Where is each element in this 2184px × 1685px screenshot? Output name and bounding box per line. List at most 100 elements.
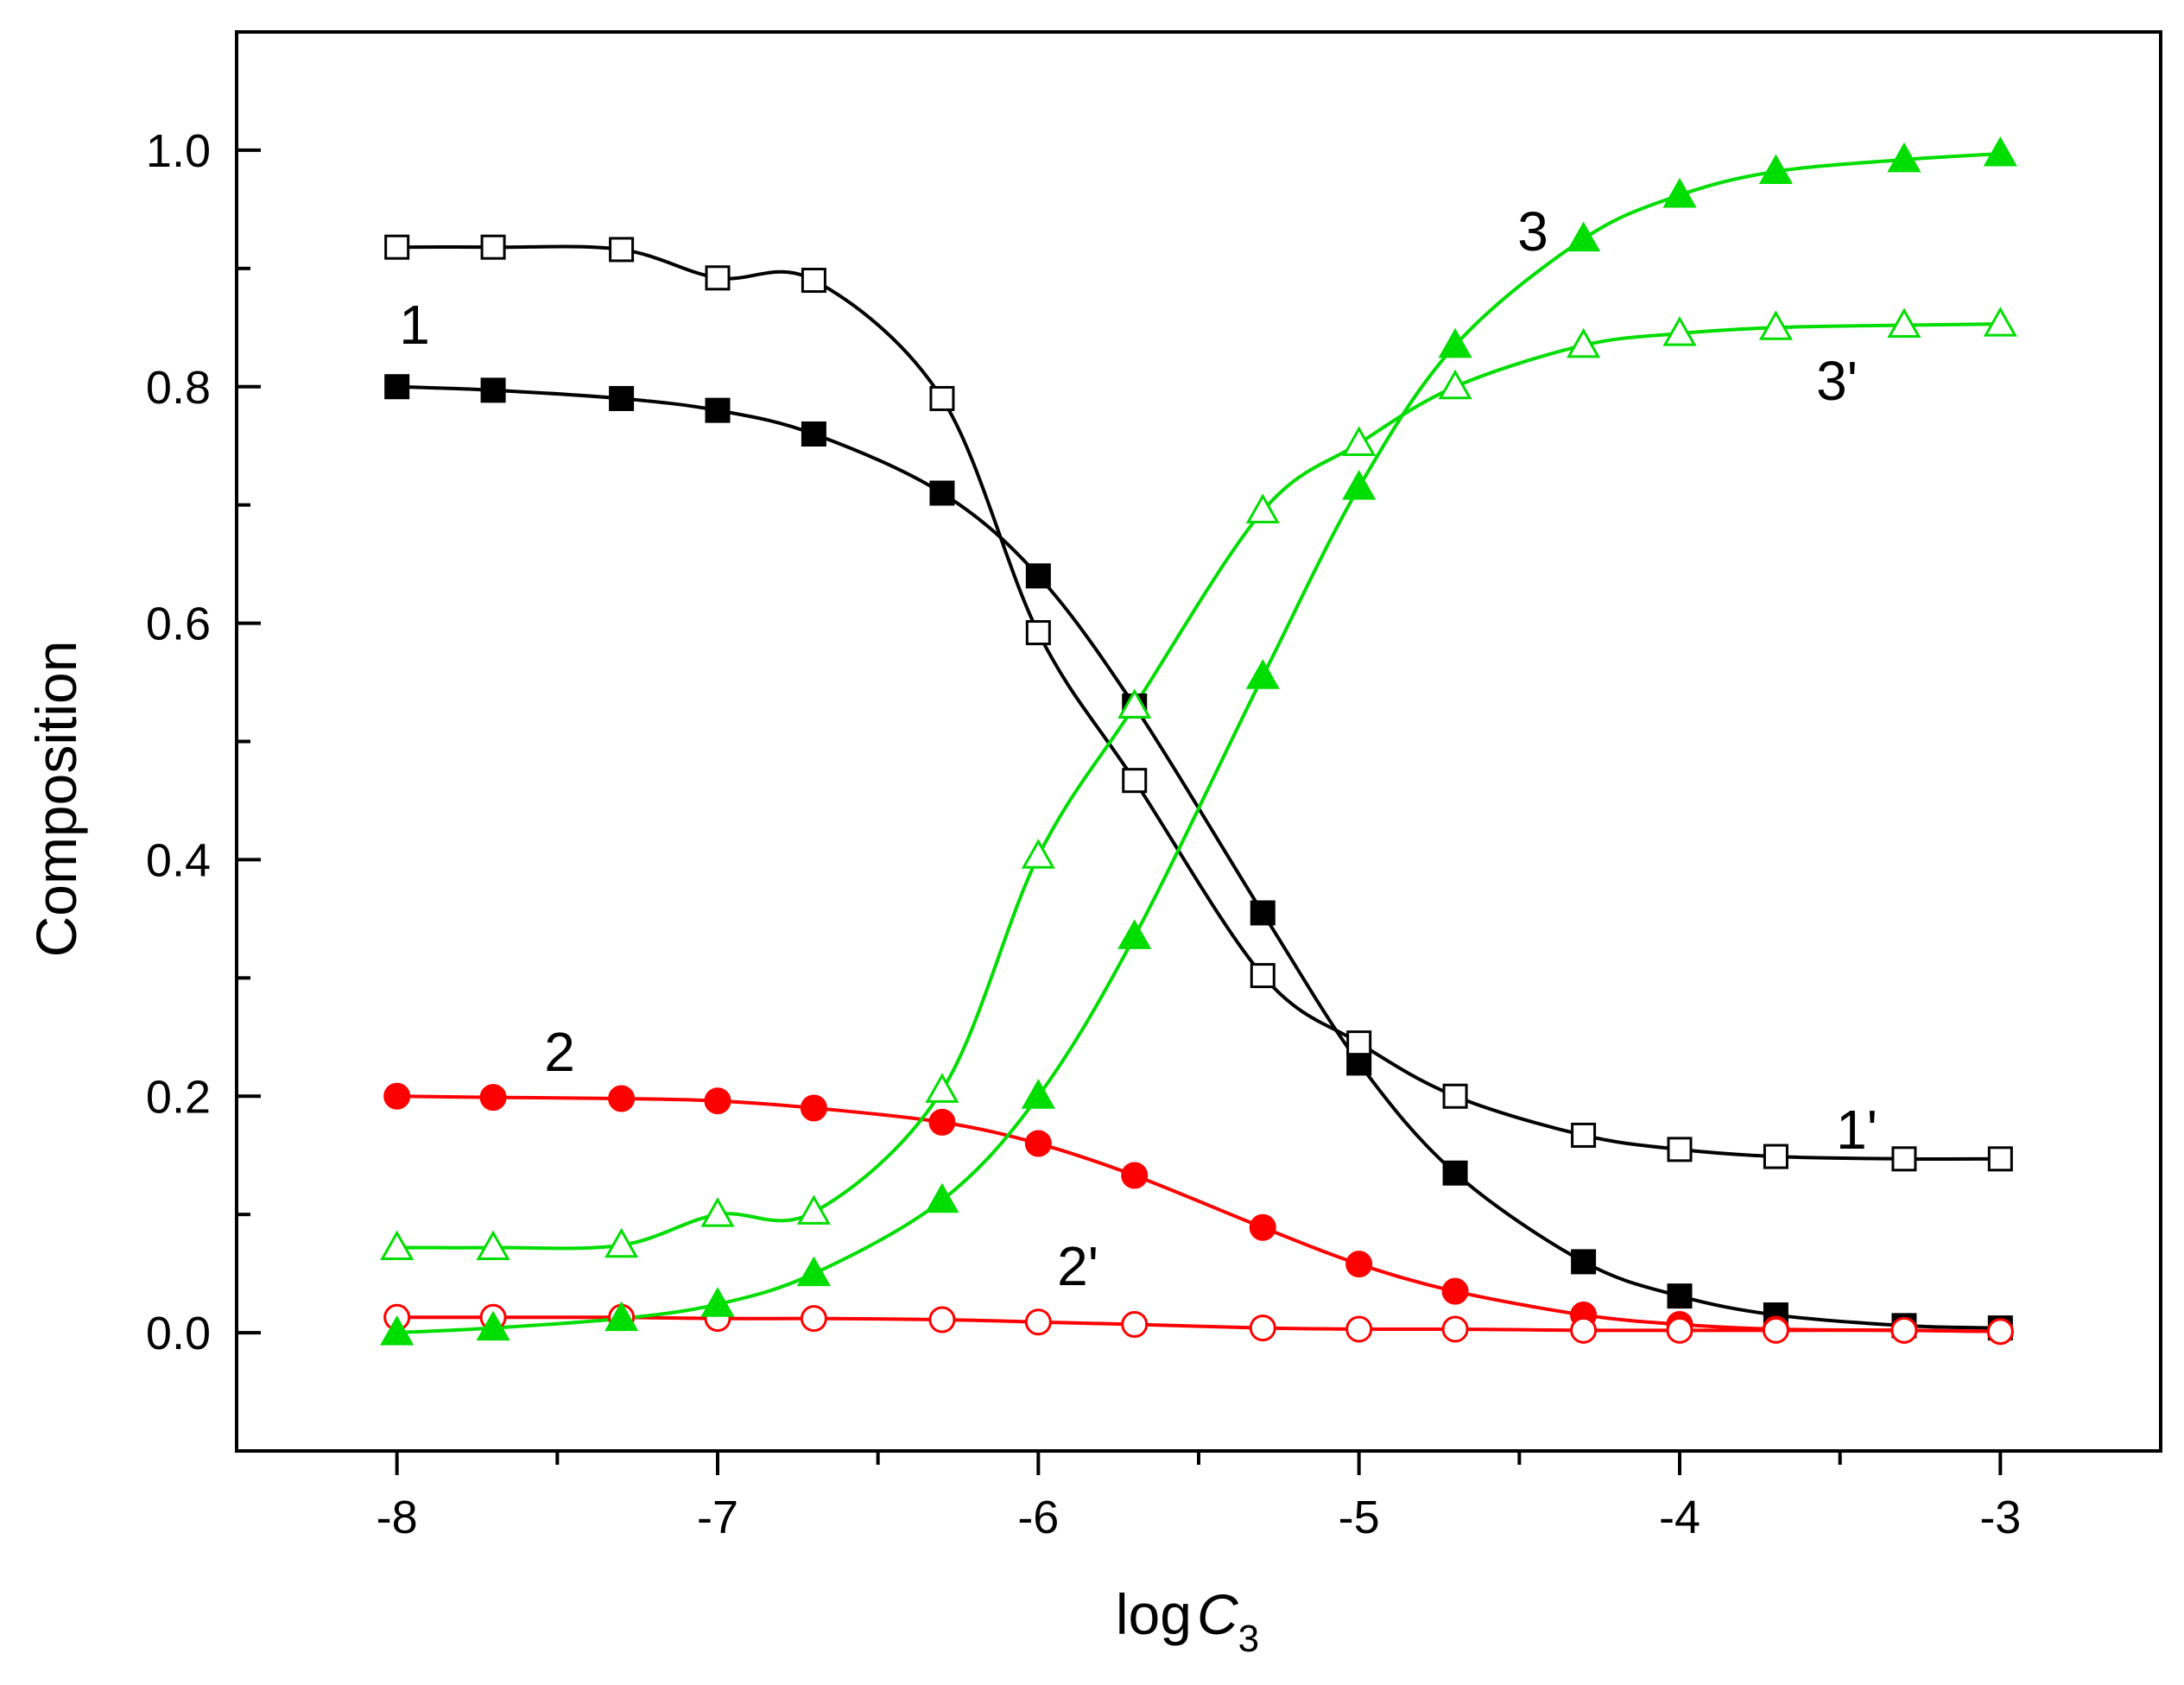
curve-label-1-prime: 1' [1836,1099,1877,1161]
series-line-1 [396,384,2001,1330]
data-point-2 [608,1085,636,1112]
data-point-2-prime [1762,1316,1789,1344]
data-point-3-prime [1438,369,1472,400]
data-point-3-prime [1245,493,1280,524]
data-point-1-prime [929,385,955,411]
y-tick-label: 0.0 [146,1308,211,1359]
data-point-3-prime [1117,688,1152,719]
data-point-1 [1667,1283,1693,1309]
data-point-3 [1245,659,1280,689]
axis-ticks [237,148,2003,1475]
data-point-2-prime [1890,1316,1918,1344]
data-point-3 [1117,919,1152,949]
data-point-3 [1342,470,1377,500]
data-point-1-prime [480,234,506,260]
data-point-3 [476,1310,510,1341]
y-axis-title: Composition [24,641,88,958]
data-point-1-prime [1571,1122,1597,1148]
data-point-2 [1024,1130,1052,1157]
data-point-3-prime [380,1230,415,1261]
curve-label-2: 2 [544,1021,575,1083]
x-axis-title-var: C [1197,1582,1239,1646]
data-point-2 [1249,1213,1276,1241]
data-point-2-prime [1441,1315,1469,1343]
data-point-3 [796,1256,831,1287]
data-point-2-prime [1570,1316,1598,1344]
data-point-1-prime [1442,1083,1468,1109]
data-point-1 [609,385,635,411]
data-point-3-prime [1983,307,2017,337]
data-point-1 [1571,1249,1597,1275]
data-point-2 [479,1084,507,1112]
data-point-3 [1662,177,1697,208]
x-tick-label: -4 [1659,1492,1700,1543]
data-point-1-prime [801,268,826,294]
x-tick-labels: -8 -7 -6 -5 -4 -3 [377,1492,2022,1543]
data-point-1 [705,397,731,423]
x-axis-title: logC3 [1116,1582,1259,1660]
data-point-3-prime [476,1230,510,1261]
data-point-3-prime [1662,316,1697,346]
data-point-2 [704,1087,731,1115]
data-point-1 [384,374,410,400]
y-tick-label: 0.6 [146,599,211,650]
data-point-3 [605,1301,639,1332]
data-point-1-prime [384,234,410,260]
curve-label-2-prime: 2' [1057,1235,1098,1297]
data-point-3 [1887,142,1921,173]
data-point-3 [1567,221,1601,252]
x-tick-label: -8 [377,1492,418,1543]
data-point-1 [1250,900,1276,926]
data-point-2-prime [1249,1314,1276,1342]
series-line-3-prime [396,322,2001,1251]
data-point-3 [380,1315,415,1346]
data-point-2-prime [1024,1308,1052,1336]
data-point-3 [1438,327,1472,358]
y-tick-label: 1.0 [146,125,211,177]
data-point-2-prime [800,1305,827,1333]
data-point-2 [928,1108,956,1136]
data-point-2-prime [1986,1318,2014,1346]
y-tick-label: 0.2 [146,1071,211,1123]
data-point-1-prime [1987,1146,2013,1172]
x-axis-title-prefix: log [1116,1582,1192,1646]
data-point-3-prime [605,1227,639,1258]
data-point-1-prime [705,265,731,291]
plot-frame [235,30,2162,1453]
series-curves [396,152,2001,1335]
x-tick-label: -3 [1979,1492,2021,1543]
data-point-2-prime [1121,1310,1149,1338]
data-point-1 [1025,563,1051,589]
curve-label-3: 3 [1517,200,1548,263]
data-point-3 [1758,154,1793,185]
data-point-1-prime [1250,963,1276,989]
series-markers [380,136,2017,1346]
series-line-2 [396,1094,2001,1333]
curve-label-1: 1 [399,294,430,356]
data-point-2 [383,1082,411,1110]
data-point-1 [1442,1160,1468,1186]
data-point-2-prime [1345,1315,1373,1343]
data-point-1-prime [609,237,635,263]
curve-annotations: 1 1' 2 2' 3 3' [399,200,1877,1297]
data-point-3 [1983,136,2017,167]
data-point-2 [1345,1251,1373,1278]
series-line-1-prime [396,244,2001,1162]
data-point-1-prime [1122,768,1148,794]
data-point-3-prime [1567,327,1601,358]
data-point-2 [1121,1162,1149,1189]
data-point-2-prime [1666,1316,1693,1344]
data-point-2 [1441,1277,1469,1305]
curve-label-3-prime: 3' [1816,350,1858,412]
y-tick-labels: 0.0 0.2 0.4 0.6 0.8 1.0 [146,125,211,1359]
data-point-3 [1021,1079,1055,1109]
data-point-1-prime [1891,1146,1917,1172]
x-tick-label: -7 [697,1492,738,1543]
data-point-3-prime [1887,307,1921,339]
data-point-3-prime [1342,426,1377,456]
x-tick-label: -5 [1339,1492,1380,1543]
y-tick-label: 0.4 [146,834,211,886]
data-point-3-prime [1758,310,1793,340]
data-point-3-prime [700,1197,735,1227]
